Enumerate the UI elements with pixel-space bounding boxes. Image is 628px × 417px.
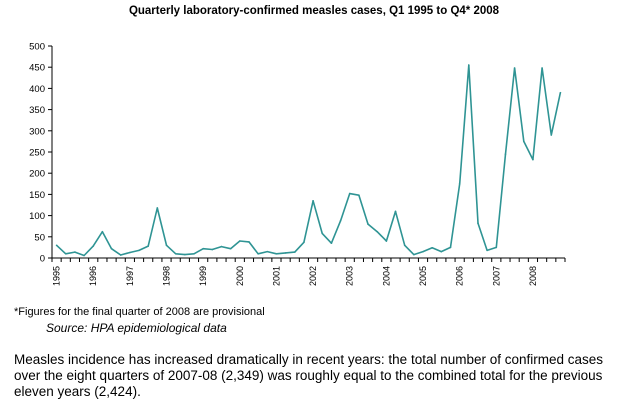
data-point	[174, 252, 177, 255]
data-point	[376, 230, 379, 233]
data-point	[477, 222, 479, 225]
data-point	[64, 252, 67, 255]
y-tick-label: 350	[29, 105, 45, 116]
data-point	[550, 134, 553, 136]
data-point	[413, 253, 415, 256]
data-point	[458, 183, 461, 185]
data-point	[119, 254, 122, 256]
series-line-measles-cases	[56, 64, 562, 257]
x-tick-label: 1997	[125, 266, 135, 286]
data-point	[92, 245, 95, 247]
x-tick-label: 2002	[308, 266, 318, 286]
data-point	[257, 252, 259, 255]
data-point	[330, 242, 333, 244]
data-point	[220, 245, 223, 248]
data-point	[83, 254, 85, 257]
y-tick-label: 200	[29, 169, 45, 180]
data-point	[504, 153, 507, 155]
x-tick-label: 1998	[162, 266, 172, 286]
data-point	[138, 249, 140, 252]
data-point	[422, 250, 424, 253]
y-tick-label: 500	[29, 42, 45, 53]
y-axis-ticks: 0 50 100 150 200 250 300 350 400 450 500	[29, 42, 52, 265]
x-tick-label: 1996	[88, 266, 98, 286]
data-point	[147, 245, 149, 247]
y-tick-label: 400	[29, 84, 45, 95]
y-tick-label: 0	[40, 254, 45, 265]
chart: Quarterly laboratory-confirmed measles c…	[29, 5, 566, 286]
x-tick-label: 2001	[271, 266, 281, 286]
chart-title: Quarterly laboratory-confirmed measles c…	[129, 5, 500, 17]
data-point	[312, 199, 314, 202]
summary-paragraph: Measles incidence has increased dramatic…	[14, 352, 604, 399]
y-tick-label: 300	[29, 126, 45, 137]
data-point	[449, 246, 452, 249]
x-tick-label: 2004	[381, 266, 391, 286]
data-point	[348, 192, 351, 195]
chart-source: Source: HPA epidemiological data	[46, 321, 227, 335]
chart-footnote: *Figures for the final quarter of 2008 a…	[14, 306, 265, 318]
data-point	[486, 249, 488, 252]
data-point	[403, 244, 406, 247]
x-axis-ticks: 1995 1996 1997 1998 1999 2000 2001 2002 2003 2004…	[51, 258, 566, 286]
data-point	[248, 241, 250, 243]
axes	[51, 46, 565, 259]
data-point	[129, 251, 131, 254]
data-point	[431, 247, 433, 249]
data-point	[522, 140, 525, 143]
x-tick-label: 2007	[491, 266, 501, 286]
data-point	[275, 252, 278, 255]
x-tick-label: 2003	[345, 266, 355, 286]
data-point	[513, 67, 516, 69]
data-point	[367, 223, 369, 225]
data-point	[440, 250, 443, 253]
data-point	[385, 240, 388, 242]
data-point	[184, 253, 186, 256]
data-point	[321, 232, 324, 235]
x-tick-label: 1995	[52, 266, 62, 286]
y-tick-label: 150	[29, 190, 45, 201]
data-point	[238, 240, 241, 242]
data-point	[110, 247, 113, 250]
data-point	[394, 210, 397, 213]
data-point	[202, 247, 204, 250]
data-point	[156, 207, 159, 209]
x-tick-label: 2006	[455, 266, 465, 286]
x-tick-label: 2005	[418, 266, 428, 286]
series-points	[55, 64, 562, 257]
x-tick-label: 1999	[198, 266, 208, 286]
data-point	[165, 244, 168, 247]
data-point	[266, 250, 269, 253]
y-tick-label: 450	[29, 63, 45, 74]
data-point	[55, 244, 58, 247]
data-point	[541, 67, 543, 69]
data-point	[284, 252, 287, 254]
data-point	[303, 241, 305, 244]
y-tick-label: 250	[29, 148, 45, 159]
data-point	[559, 91, 562, 94]
x-tick-label: 2000	[235, 266, 245, 286]
data-point	[101, 230, 104, 233]
data-point	[293, 251, 296, 253]
y-tick-label: 50	[34, 232, 45, 243]
data-point	[193, 252, 195, 255]
data-point	[468, 64, 470, 66]
y-tick-label: 100	[29, 211, 45, 222]
data-point	[229, 247, 232, 250]
data-point	[532, 158, 534, 161]
data-point	[339, 219, 342, 222]
data-point	[74, 251, 76, 253]
data-point	[358, 194, 360, 197]
x-tick-label: 2008	[528, 266, 538, 286]
data-point	[211, 248, 214, 251]
data-point	[495, 246, 498, 249]
